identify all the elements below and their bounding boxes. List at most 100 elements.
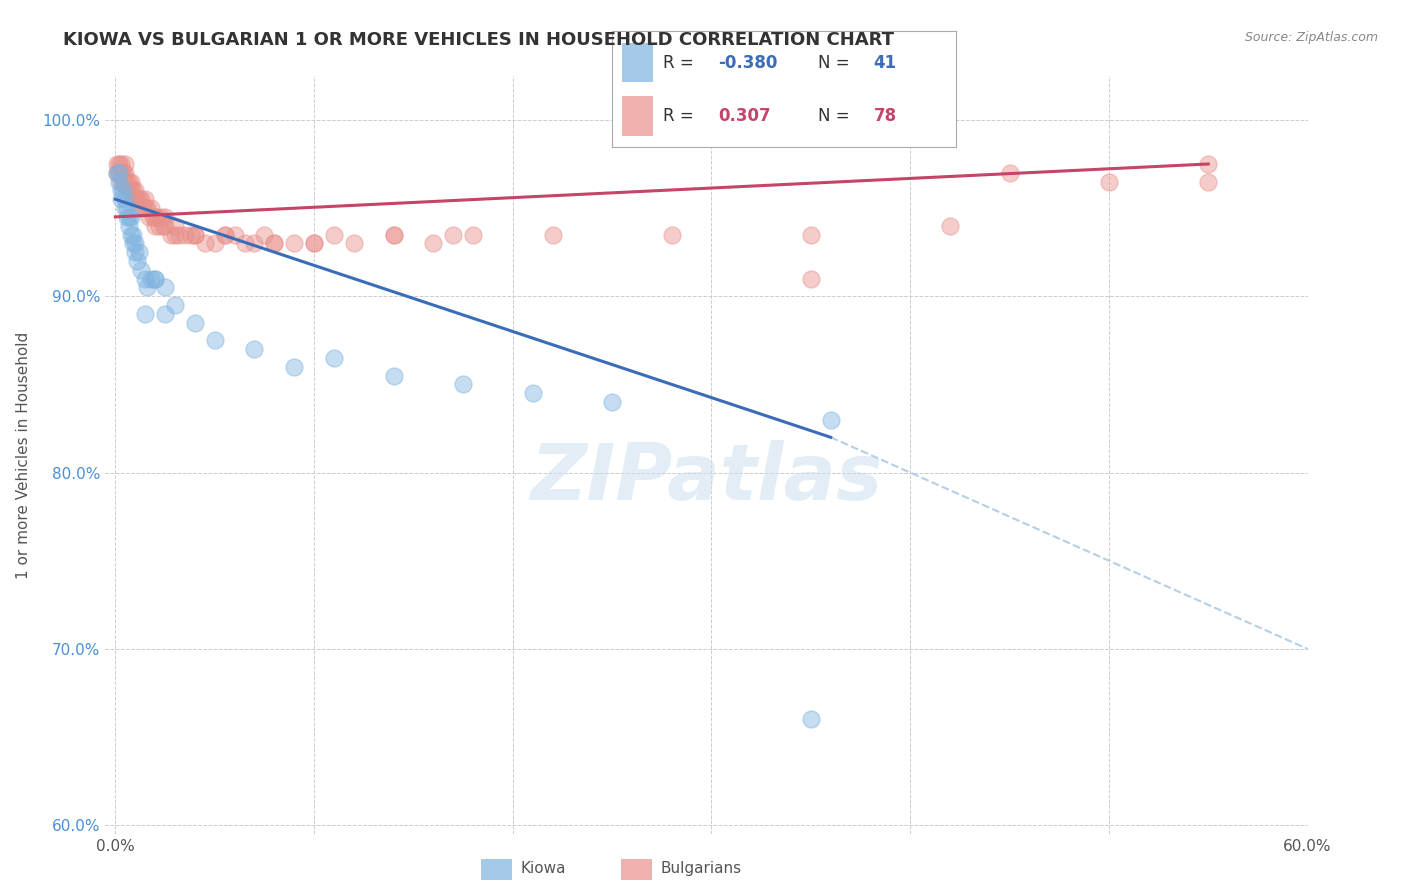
Point	[382, 227, 405, 242]
Point	[150, 210, 173, 224]
Point	[214, 227, 236, 242]
Point	[163, 227, 186, 242]
Point	[114, 166, 136, 180]
Point	[129, 192, 152, 206]
Text: R =: R =	[664, 54, 699, 71]
Point	[167, 227, 190, 242]
Point	[1197, 175, 1219, 189]
Point	[134, 192, 156, 206]
Point	[118, 183, 141, 197]
Point	[214, 227, 236, 242]
Point	[112, 183, 135, 197]
Point	[323, 351, 346, 365]
Point	[224, 227, 246, 242]
Point	[118, 219, 141, 233]
Point	[143, 271, 166, 285]
Point	[108, 166, 131, 180]
Point	[153, 210, 176, 224]
Point	[122, 227, 145, 242]
Point	[939, 219, 962, 233]
Point	[451, 377, 474, 392]
Point	[127, 254, 149, 268]
Point	[128, 245, 150, 260]
Point	[174, 227, 197, 242]
Point	[382, 227, 405, 242]
Point	[117, 183, 139, 197]
Point	[143, 219, 166, 233]
Point	[114, 192, 136, 206]
Point	[146, 210, 169, 224]
Point	[263, 236, 285, 251]
Text: 41: 41	[873, 54, 897, 71]
Point	[142, 210, 165, 224]
Point	[136, 280, 159, 294]
Point	[124, 183, 146, 197]
Point	[204, 334, 226, 348]
Point	[136, 201, 159, 215]
Point	[120, 210, 142, 224]
Point	[134, 271, 156, 285]
Point	[541, 227, 564, 242]
Point	[129, 262, 152, 277]
Point	[132, 201, 155, 215]
Point	[114, 157, 136, 171]
Point	[243, 236, 266, 251]
Text: ZIPatlas: ZIPatlas	[530, 440, 883, 516]
Point	[124, 192, 146, 206]
Point	[112, 166, 135, 180]
Point	[163, 298, 186, 312]
Point	[253, 227, 276, 242]
Text: KIOWA VS BULGARIAN 1 OR MORE VEHICLES IN HOUSEHOLD CORRELATION CHART: KIOWA VS BULGARIAN 1 OR MORE VEHICLES IN…	[63, 31, 894, 49]
Point	[800, 271, 823, 285]
Bar	[621, 96, 652, 136]
Point	[153, 219, 176, 233]
Point	[343, 236, 366, 251]
Bar	[621, 43, 652, 82]
Point	[117, 210, 139, 224]
Point	[110, 175, 132, 189]
Point	[243, 342, 266, 356]
Point	[180, 227, 202, 242]
Point	[105, 166, 128, 180]
Point	[184, 227, 207, 242]
Point	[184, 316, 207, 330]
Point	[122, 236, 145, 251]
Point	[124, 236, 146, 251]
Point	[122, 183, 145, 197]
Point	[118, 210, 141, 224]
Point	[128, 192, 150, 206]
Point	[1197, 157, 1219, 171]
Text: Kiowa: Kiowa	[520, 862, 565, 876]
Point	[441, 227, 464, 242]
Point	[461, 227, 484, 242]
Point	[108, 166, 131, 180]
Point	[143, 210, 166, 224]
Point	[127, 192, 149, 206]
Point	[112, 175, 135, 189]
Point	[117, 175, 139, 189]
Point	[522, 386, 544, 401]
Point	[661, 227, 683, 242]
Point	[1098, 175, 1121, 189]
Point	[138, 210, 160, 224]
Point	[114, 175, 136, 189]
Point	[117, 201, 139, 215]
Point	[163, 219, 186, 233]
Point	[143, 271, 166, 285]
Text: 0.307: 0.307	[718, 107, 770, 125]
Point	[110, 157, 132, 171]
Text: N =: N =	[818, 54, 855, 71]
Point	[283, 236, 305, 251]
Point	[302, 236, 325, 251]
Point	[141, 201, 163, 215]
Point	[108, 175, 131, 189]
Text: Source: ZipAtlas.com: Source: ZipAtlas.com	[1244, 31, 1378, 45]
Point	[820, 412, 842, 426]
Point	[118, 175, 141, 189]
Point	[153, 280, 176, 294]
Point	[122, 192, 145, 206]
Point	[302, 236, 325, 251]
Point	[323, 227, 346, 242]
Point	[124, 245, 146, 260]
Point	[110, 166, 132, 180]
